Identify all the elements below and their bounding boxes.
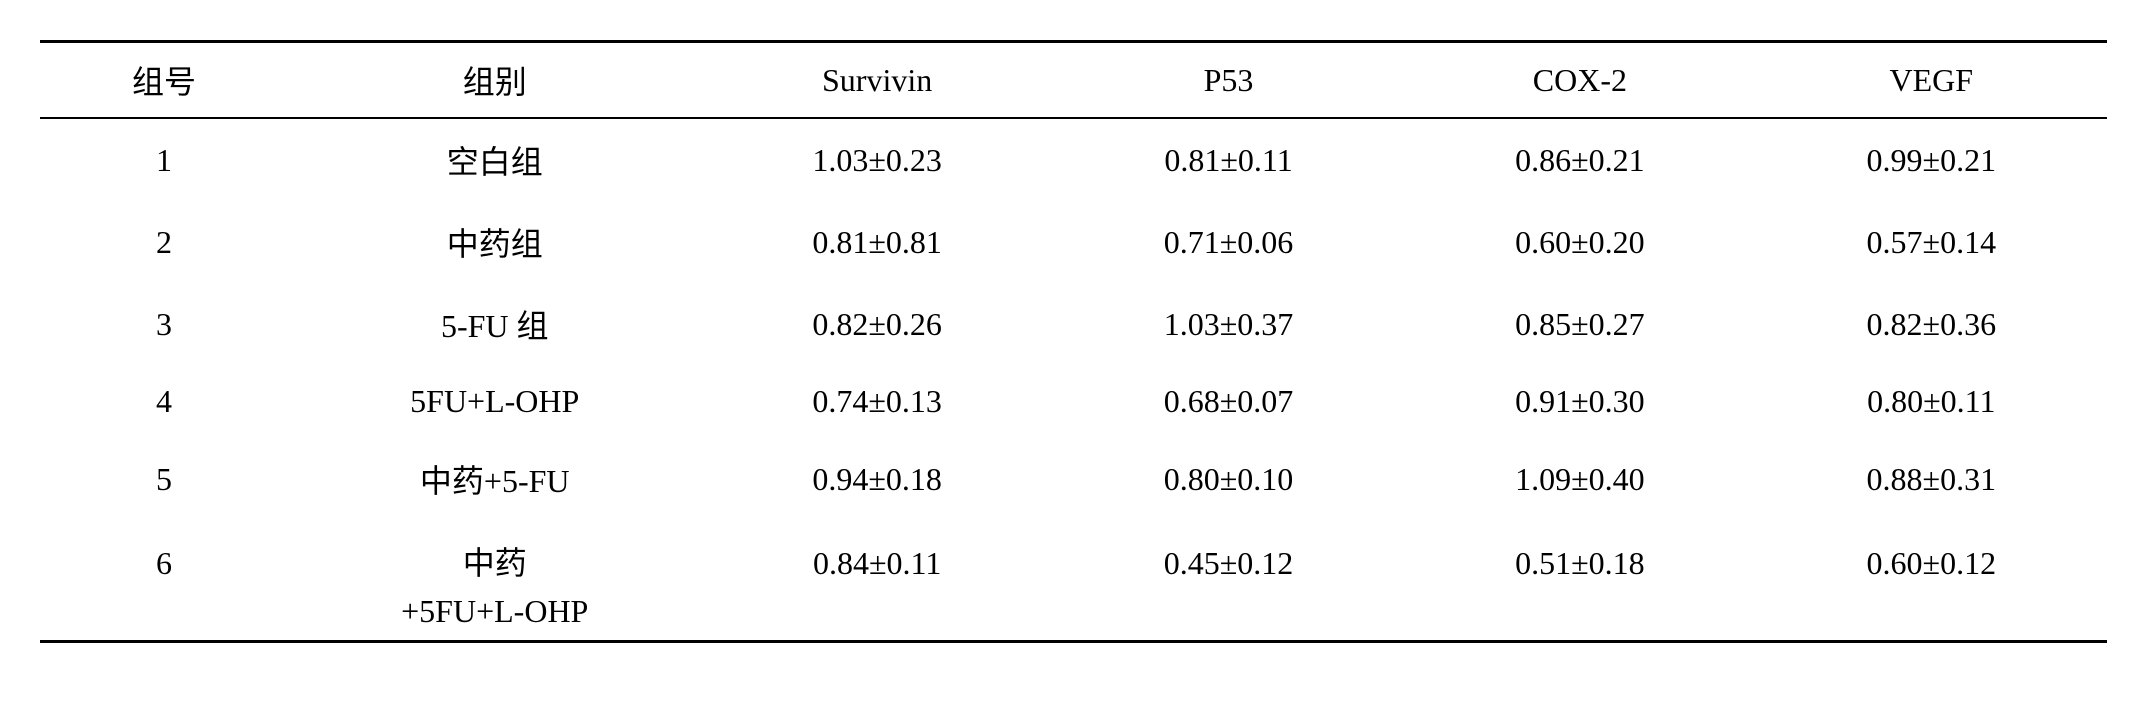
cell-empty xyxy=(701,593,1052,642)
cell-vegf: 0.88±0.31 xyxy=(1756,438,2107,520)
cell-cox2: 0.86±0.21 xyxy=(1404,118,1755,201)
cell-num: 4 xyxy=(40,365,288,438)
cell-survivin: 0.84±0.11 xyxy=(701,520,1052,593)
cell-num: 5 xyxy=(40,438,288,520)
cell-group: 中药+5-FU xyxy=(288,438,701,520)
cell-num: 1 xyxy=(40,118,288,201)
cell-group: 5FU+L-OHP xyxy=(288,365,701,438)
cell-group: 中药 xyxy=(288,520,701,593)
cell-vegf: 0.80±0.11 xyxy=(1756,365,2107,438)
table-row: 5 中药+5-FU 0.94±0.18 0.80±0.10 1.09±0.40 … xyxy=(40,438,2107,520)
col-header-cox2: COX-2 xyxy=(1404,42,1755,119)
cell-group: 中药组 xyxy=(288,201,701,283)
cell-vegf: 0.82±0.36 xyxy=(1756,283,2107,365)
cell-p53: 0.71±0.06 xyxy=(1053,201,1404,283)
cell-survivin: 0.74±0.13 xyxy=(701,365,1052,438)
cell-survivin: 0.94±0.18 xyxy=(701,438,1052,520)
table-row-continuation: +5FU+L-OHP xyxy=(40,593,2107,642)
cell-empty xyxy=(1756,593,2107,642)
cell-vegf: 0.60±0.12 xyxy=(1756,520,2107,593)
col-header-vegf: VEGF xyxy=(1756,42,2107,119)
cell-group: 5-FU 组 xyxy=(288,283,701,365)
data-table: 组号 组别 Survivin P53 COX-2 VEGF 1 空白组 1.03… xyxy=(40,40,2107,643)
col-header-number: 组号 xyxy=(40,42,288,119)
cell-vegf: 0.57±0.14 xyxy=(1756,201,2107,283)
cell-p53: 0.68±0.07 xyxy=(1053,365,1404,438)
cell-num: 3 xyxy=(40,283,288,365)
cell-cox2: 0.91±0.30 xyxy=(1404,365,1755,438)
table-header-row: 组号 组别 Survivin P53 COX-2 VEGF xyxy=(40,42,2107,119)
cell-empty xyxy=(40,593,288,642)
table-row: 1 空白组 1.03±0.23 0.81±0.11 0.86±0.21 0.99… xyxy=(40,118,2107,201)
table-row: 4 5FU+L-OHP 0.74±0.13 0.68±0.07 0.91±0.3… xyxy=(40,365,2107,438)
cell-group-continuation: +5FU+L-OHP xyxy=(288,593,701,642)
cell-vegf: 0.99±0.21 xyxy=(1756,118,2107,201)
cell-num: 2 xyxy=(40,201,288,283)
cell-num: 6 xyxy=(40,520,288,593)
cell-survivin: 0.82±0.26 xyxy=(701,283,1052,365)
cell-p53: 0.80±0.10 xyxy=(1053,438,1404,520)
cell-p53: 0.45±0.12 xyxy=(1053,520,1404,593)
cell-survivin: 1.03±0.23 xyxy=(701,118,1052,201)
cell-cox2: 0.51±0.18 xyxy=(1404,520,1755,593)
cell-empty xyxy=(1404,593,1755,642)
col-header-group: 组别 xyxy=(288,42,701,119)
table-row: 6 中药 0.84±0.11 0.45±0.12 0.51±0.18 0.60±… xyxy=(40,520,2107,593)
cell-cox2: 0.60±0.20 xyxy=(1404,201,1755,283)
cell-empty xyxy=(1053,593,1404,642)
cell-p53: 0.81±0.11 xyxy=(1053,118,1404,201)
col-header-p53: P53 xyxy=(1053,42,1404,119)
table-row: 2 中药组 0.81±0.81 0.71±0.06 0.60±0.20 0.57… xyxy=(40,201,2107,283)
cell-cox2: 1.09±0.40 xyxy=(1404,438,1755,520)
cell-cox2: 0.85±0.27 xyxy=(1404,283,1755,365)
col-header-survivin: Survivin xyxy=(701,42,1052,119)
cell-group: 空白组 xyxy=(288,118,701,201)
cell-p53: 1.03±0.37 xyxy=(1053,283,1404,365)
table-row: 3 5-FU 组 0.82±0.26 1.03±0.37 0.85±0.27 0… xyxy=(40,283,2107,365)
cell-survivin: 0.81±0.81 xyxy=(701,201,1052,283)
